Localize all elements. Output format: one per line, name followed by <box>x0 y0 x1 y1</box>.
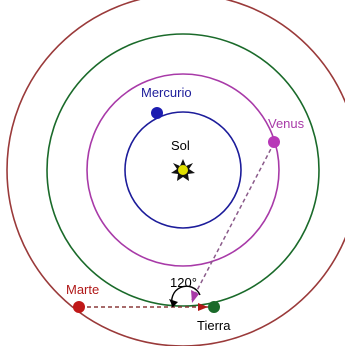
sun-label: Sol <box>171 138 190 153</box>
mercury-orbit <box>124 111 242 229</box>
earth-label: Tierra <box>197 318 231 333</box>
mercury-planet <box>151 107 163 119</box>
venus-orbit <box>86 73 280 267</box>
mars-orbit <box>6 0 345 346</box>
mars-earth-arrowhead <box>198 303 208 311</box>
sun-icon <box>171 159 195 181</box>
mars-label: Marte <box>66 282 99 297</box>
venus-earth-line <box>191 142 275 301</box>
mars-planet <box>73 301 85 313</box>
earth-planet <box>208 301 220 313</box>
angle-label: 120° <box>170 275 197 290</box>
angle-arc-arrowhead <box>169 299 178 307</box>
venus-earth-arrowhead <box>191 290 199 303</box>
venus-label: Venus <box>268 116 305 131</box>
earth-orbit <box>46 33 320 307</box>
venus-planet <box>268 136 280 148</box>
mercury-label: Mercurio <box>141 85 192 100</box>
